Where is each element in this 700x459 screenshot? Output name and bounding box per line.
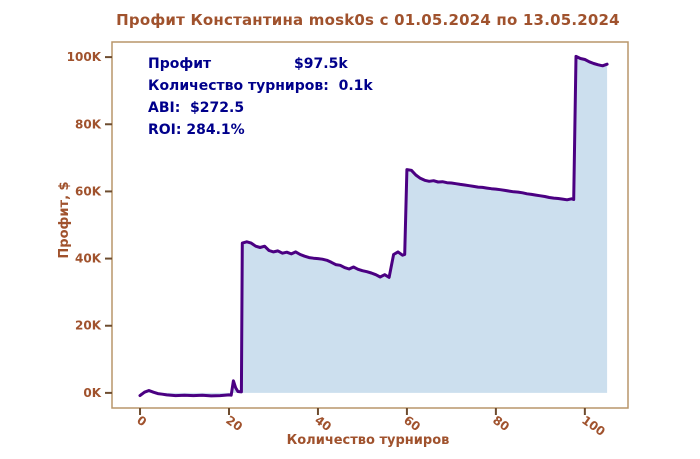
stat-abi: ABI: $272.5 <box>148 100 245 116</box>
x-tick-label: 100 <box>579 413 608 439</box>
y-tick-label: 60K <box>75 184 102 198</box>
chart-title: Профит Константина mosk0s с 01.05.2024 п… <box>116 11 620 29</box>
y-tick-label: 80K <box>75 117 102 131</box>
profit-line <box>138 54 609 398</box>
x-tick-label: 60 <box>401 413 423 434</box>
y-tick-label: 0K <box>83 386 101 400</box>
plot-frame <box>111 41 629 409</box>
x-tick-label: 20 <box>223 413 245 434</box>
stat-roi: ROI: 284.1% <box>148 122 245 138</box>
x-axis-label: Количество турниров <box>286 433 450 448</box>
y-tick-label: 20K <box>75 319 102 333</box>
stat-profit: Профит $97.5k <box>148 56 348 72</box>
y-tick-label: 40K <box>75 252 102 266</box>
y-axis-label: Профит, $ <box>57 181 72 259</box>
area-fill <box>140 56 608 396</box>
y-tick-label: 100K <box>67 50 102 64</box>
x-tick-label: 0 <box>134 413 149 429</box>
stats-annotation: Профит $97.5k Количество турниров: 0.1k … <box>148 53 373 141</box>
x-tick-label: 80 <box>490 413 512 434</box>
x-tick-label: 40 <box>312 413 334 434</box>
stat-tournaments: Количество турниров: 0.1k <box>148 78 373 94</box>
